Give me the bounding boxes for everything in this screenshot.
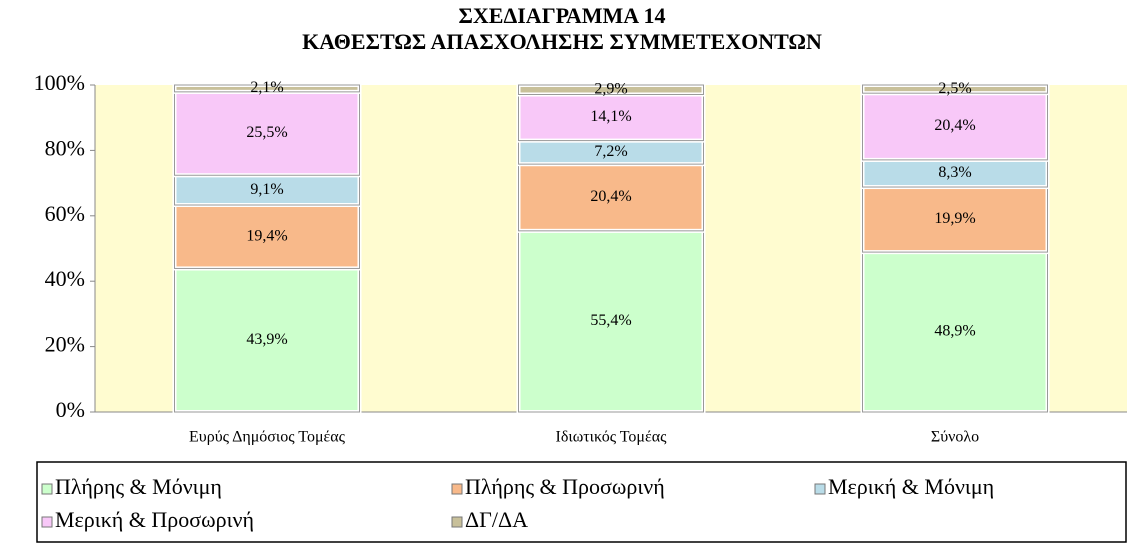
- data-label: 2,9%: [594, 80, 627, 97]
- legend-marker: [814, 483, 826, 495]
- data-label: 14,1%: [590, 108, 631, 125]
- y-tick-label: 100%: [34, 70, 85, 95]
- y-tick-label: 80%: [45, 135, 85, 160]
- y-tick-label: 20%: [45, 332, 85, 357]
- legend-marker: [451, 483, 463, 495]
- data-label: 19,9%: [934, 210, 975, 227]
- legend-marker: [41, 483, 53, 495]
- y-tick-label: 60%: [45, 201, 85, 226]
- data-label: 2,1%: [250, 79, 283, 96]
- bar-edge: [862, 84, 1048, 94]
- legend-marker: [41, 516, 53, 528]
- data-label: 48,9%: [934, 323, 975, 340]
- data-label: 2,5%: [938, 80, 971, 97]
- x-tick-label: Ιδιωτικός Τομέας: [556, 429, 668, 446]
- legend-label: Πλήρης & Προσωρινή: [465, 474, 665, 499]
- bar-segment: [172, 266, 362, 414]
- data-label: 25,5%: [246, 124, 287, 141]
- data-label: 43,9%: [246, 331, 287, 348]
- legend-label: ΔΓ/ΔΑ: [465, 507, 528, 532]
- y-tick-label: 40%: [45, 266, 85, 291]
- data-label: 19,4%: [246, 227, 287, 244]
- chart-title: ΣΧΕΔΙΑΓΡΑΜΜΑ 14: [459, 3, 666, 28]
- y-tick-label: 0%: [56, 397, 85, 422]
- legend-box: [36, 461, 1127, 543]
- chart-subtitle: ΚΑΘΕΣΤΩΣ ΑΠΑΣΧΟΛΗΣΗΣ ΣΥΜΜΕΤΕΧΟΝΤΩΝ: [302, 29, 822, 54]
- data-label: 7,2%: [594, 143, 627, 160]
- bar-edge: [174, 84, 360, 93]
- bar-segment: [860, 91, 1050, 162]
- bar-segment: [172, 89, 362, 178]
- data-label: 9,1%: [250, 181, 283, 198]
- legend-marker: [451, 516, 463, 528]
- data-label: 8,3%: [938, 164, 971, 181]
- data-label: 20,4%: [590, 188, 631, 205]
- bar-edge: [518, 84, 704, 95]
- data-label: 55,4%: [590, 312, 631, 329]
- legend-label: Πλήρης & Μόνιμη: [55, 474, 222, 499]
- x-tick-label: Ευρύς Δημόσιος Τομέας: [189, 429, 346, 446]
- bar-segment: [860, 157, 1050, 190]
- legend-label: Μερική & Μόνιμη: [828, 474, 994, 499]
- legend-label: Μερική & Προσωρινή: [55, 507, 254, 532]
- data-label: 20,4%: [934, 117, 975, 134]
- x-tick-label: Σύνολο: [931, 429, 979, 446]
